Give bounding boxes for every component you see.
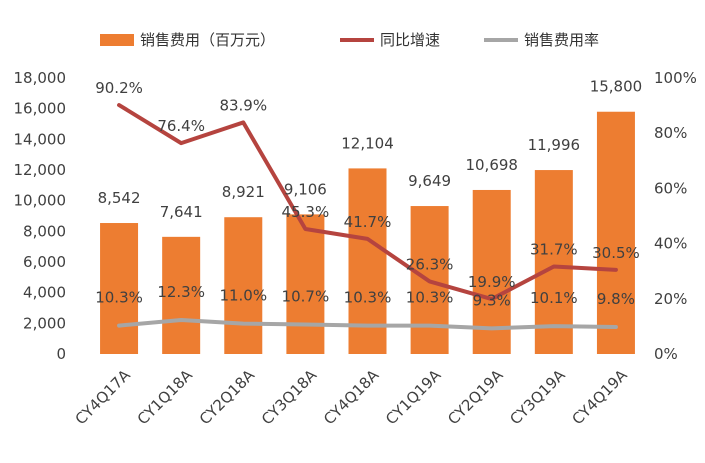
legend-swatch-bar: [100, 34, 134, 46]
growth-value-label: 30.5%: [592, 244, 640, 262]
x-tick-label: CY3Q19A: [506, 366, 569, 429]
left-tick-label: 10,000: [14, 192, 67, 210]
x-tick-label: CY2Q19A: [444, 366, 507, 429]
ratio-value-label: 11.0%: [219, 287, 267, 305]
growth-value-label: 19.9%: [468, 273, 516, 291]
bar-value-label: 9,649: [408, 172, 451, 190]
growth-value-label: 76.4%: [157, 117, 205, 135]
ratio-value-label: 10.3%: [95, 289, 143, 307]
ratio-value-label: 9.8%: [597, 290, 635, 308]
right-tick-label: 20%: [654, 290, 687, 308]
bar-value-label: 12,104: [341, 134, 394, 152]
left-tick-label: 4,000: [23, 284, 66, 302]
legend: 销售费用（百万元） 同比增速 销售费用率: [100, 31, 599, 49]
bar-value-label: 9,106: [284, 180, 327, 198]
x-tick-label: CY1Q19A: [382, 366, 445, 429]
x-tick-label: CY3Q18A: [258, 366, 321, 429]
ratio-value-label: 10.1%: [530, 289, 578, 307]
left-tick-label: 12,000: [14, 161, 67, 179]
bar-CY4Q19A: [597, 112, 635, 354]
left-tick-label: 6,000: [23, 253, 66, 271]
bar-CY3Q18A: [286, 214, 324, 354]
growth-value-label: 31.7%: [530, 241, 578, 259]
bar-value-label: 8,921: [222, 183, 265, 201]
ratio-value-label: 12.3%: [157, 283, 205, 301]
growth-value-label: 45.3%: [282, 203, 330, 221]
growth-value-label: 41.7%: [344, 213, 392, 231]
x-tick-label: CY2Q18A: [196, 366, 259, 429]
left-tick-label: 18,000: [14, 69, 67, 87]
bar-CY2Q18A: [224, 217, 262, 354]
ratio-value-label: 10.7%: [282, 287, 330, 305]
x-tick-label: CY4Q18A: [320, 366, 383, 429]
left-tick-label: 16,000: [14, 100, 67, 118]
left-tick-label: 0: [56, 345, 66, 363]
growth-value-label: 83.9%: [219, 96, 267, 114]
left-axis-ticks: 0 2,000 4,000 6,000 8,000 10,000 12,000 14,000 1…: [14, 69, 67, 363]
right-tick-label: 100%: [654, 69, 697, 87]
bar-value-label: 11,996: [528, 136, 581, 154]
x-tick-label: CY4Q17A: [72, 366, 135, 429]
bar-value-label: 7,641: [160, 203, 203, 221]
legend-label-expense-ratio: 销售费用率: [524, 31, 599, 49]
right-tick-label: 40%: [654, 235, 687, 253]
right-tick-label: 0%: [654, 345, 678, 363]
left-tick-label: 14,000: [14, 130, 67, 148]
x-tick-label: CY1Q18A: [134, 366, 197, 429]
legend-label-yoy-growth: 同比增速: [380, 31, 440, 49]
bar-value-label: 8,542: [98, 189, 141, 207]
growth-value-label: 90.2%: [95, 79, 143, 97]
bar-value-label: 10,698: [465, 156, 518, 174]
x-tick-label: CY4Q19A: [568, 366, 631, 429]
left-tick-label: 8,000: [23, 222, 66, 240]
ratio-value-label: 9.3%: [473, 291, 511, 309]
ratio-value-label: 10.3%: [344, 289, 392, 307]
legend-label-sales-expense: 销售费用（百万元）: [140, 31, 275, 49]
growth-value-label: 26.3%: [406, 255, 454, 273]
right-axis-ticks: 0% 20% 40% 60% 80% 100%: [654, 69, 697, 363]
bar-value-label: 15,800: [590, 78, 643, 96]
right-tick-label: 60%: [654, 179, 687, 197]
right-tick-label: 80%: [654, 124, 687, 142]
left-tick-label: 2,000: [23, 314, 66, 332]
ratio-value-label: 10.3%: [406, 289, 454, 307]
